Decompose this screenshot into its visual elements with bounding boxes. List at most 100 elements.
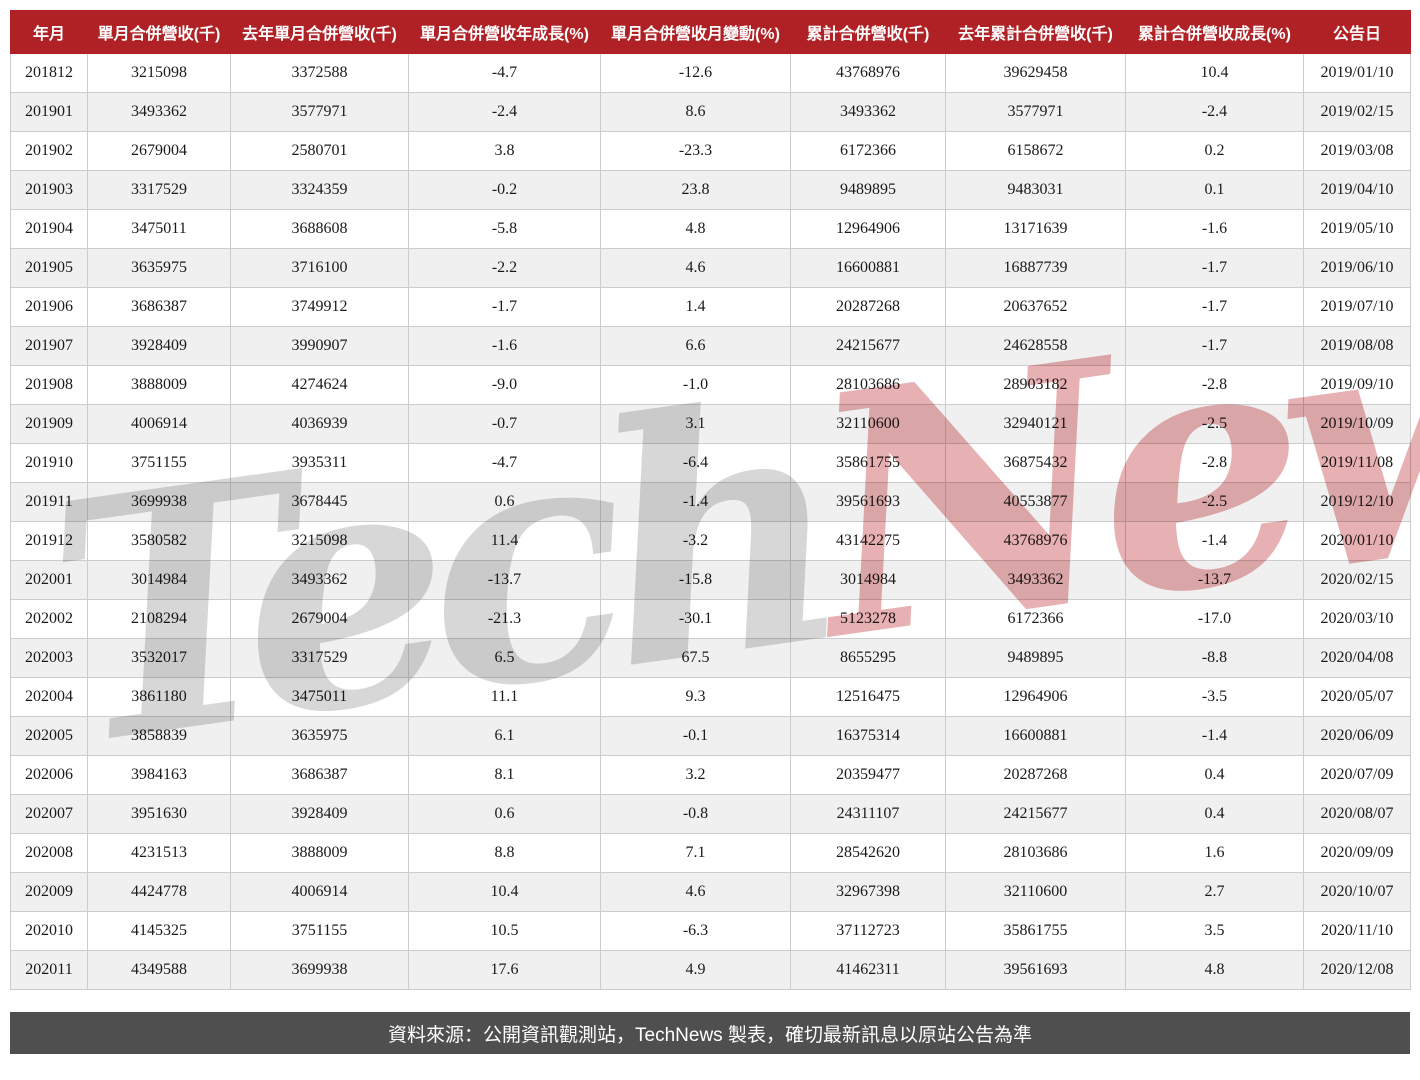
table-cell: 202001 — [10, 560, 88, 600]
table-cell: 201812 — [10, 53, 88, 93]
column-header-monthly-mom-change: 單月合併營收月變動(%) — [600, 10, 791, 54]
table-cell: 6.1 — [408, 716, 601, 756]
table-header-row: 年月 單月合併營收(千) 去年單月合併營收(千) 單月合併營收年成長(%) 單月… — [10, 10, 1411, 54]
table-cell: 3324359 — [230, 170, 409, 210]
table-cell: -2.8 — [1125, 443, 1304, 483]
table-cell: 2580701 — [230, 131, 409, 171]
table-cell: 4006914 — [87, 404, 231, 444]
table-cell: 4145325 — [87, 911, 231, 951]
table-cell: 4.8 — [600, 209, 791, 249]
table-cell: 67.5 — [600, 638, 791, 678]
table-cell: -2.5 — [1125, 404, 1304, 444]
table-cell: 4.9 — [600, 950, 791, 990]
table-cell: 2019/05/10 — [1303, 209, 1411, 249]
column-header-monthly-revenue: 單月合併營收(千) — [87, 10, 231, 54]
table-cell: -1.6 — [408, 326, 601, 366]
table-cell: 4006914 — [230, 872, 409, 912]
table-cell: 8.6 — [600, 92, 791, 132]
table-cell: 2020/05/07 — [1303, 677, 1411, 717]
table-cell: -4.7 — [408, 53, 601, 93]
table-row: 201911 3699938 3678445 0.6 -1.4 39561693 40553… — [10, 482, 1411, 522]
table-cell: 3635975 — [230, 716, 409, 756]
table-cell: -1.7 — [1125, 287, 1304, 327]
table-cell: 6.6 — [600, 326, 791, 366]
table-cell: 20287268 — [945, 755, 1126, 795]
table-cell: -6.4 — [600, 443, 791, 483]
table-row: 201909 4006914 4036939 -0.7 3.1 32110600 32940… — [10, 404, 1411, 444]
table-cell: 201908 — [10, 365, 88, 405]
table-body: 201812 3215098 3372588 -4.7 -12.6 43768976 396… — [10, 53, 1411, 990]
table-cell: -0.7 — [408, 404, 601, 444]
table-cell: 35861755 — [790, 443, 946, 483]
table-cell: 39561693 — [945, 950, 1126, 990]
table-cell: 8.8 — [408, 833, 601, 873]
table-cell: -2.2 — [408, 248, 601, 288]
table-cell: 5123278 — [790, 599, 946, 639]
table-row: 201908 3888009 4274624 -9.0 -1.0 28103686 2890… — [10, 365, 1411, 405]
table-cell: 3577971 — [945, 92, 1126, 132]
table-row: 202004 3861180 3475011 11.1 9.3 12516475 12964… — [10, 677, 1411, 717]
table-cell: 12964906 — [790, 209, 946, 249]
table-row: 202003 3532017 3317529 6.5 67.5 8655295 948989… — [10, 638, 1411, 678]
source-note-text: 資料來源：公開資訊觀測站，TechNews 製表，確切最新訊息以原站公告為準 — [388, 1024, 1032, 1046]
table-cell: 1.6 — [1125, 833, 1304, 873]
table-cell: 11.4 — [408, 521, 601, 561]
table-cell: 3751155 — [230, 911, 409, 951]
table-cell: 3861180 — [87, 677, 231, 717]
table-cell: 202002 — [10, 599, 88, 639]
table-cell: 9483031 — [945, 170, 1126, 210]
table-cell: 2020/06/09 — [1303, 716, 1411, 756]
table-row: 201903 3317529 3324359 -0.2 23.8 9489895 94830… — [10, 170, 1411, 210]
table-cell: -0.1 — [600, 716, 791, 756]
table-cell: -0.8 — [600, 794, 791, 834]
table-cell: -3.5 — [1125, 677, 1304, 717]
table-cell: 201904 — [10, 209, 88, 249]
table-cell: 4.6 — [600, 872, 791, 912]
table-cell: 3716100 — [230, 248, 409, 288]
table-cell: 4.8 — [1125, 950, 1304, 990]
table-cell: 3493362 — [790, 92, 946, 132]
table-cell: 202008 — [10, 833, 88, 873]
table-cell: -1.4 — [600, 482, 791, 522]
table-cell: 4274624 — [230, 365, 409, 405]
table-cell: 8655295 — [790, 638, 946, 678]
table-cell: 2019/04/10 — [1303, 170, 1411, 210]
table-cell: 7.1 — [600, 833, 791, 873]
table-cell: 4424778 — [87, 872, 231, 912]
table-cell: 2020/03/10 — [1303, 599, 1411, 639]
table-cell: 43768976 — [790, 53, 946, 93]
table-cell: 202007 — [10, 794, 88, 834]
table-row: 202005 3858839 3635975 6.1 -0.1 16375314 16600… — [10, 716, 1411, 756]
table-row: 202001 3014984 3493362 -13.7 -15.8 3014984 349… — [10, 560, 1411, 600]
table-cell: 2679004 — [230, 599, 409, 639]
table-cell: 3215098 — [87, 53, 231, 93]
table-cell: 0.1 — [1125, 170, 1304, 210]
table-cell: 0.2 — [1125, 131, 1304, 171]
table-cell: 201907 — [10, 326, 88, 366]
table-cell: 3686387 — [230, 755, 409, 795]
table-cell: 2108294 — [87, 599, 231, 639]
table-cell: 202004 — [10, 677, 88, 717]
table-cell: -1.6 — [1125, 209, 1304, 249]
table-cell: 3751155 — [87, 443, 231, 483]
table-cell: 2019/12/10 — [1303, 482, 1411, 522]
table-cell: 2.7 — [1125, 872, 1304, 912]
table-cell: 2679004 — [87, 131, 231, 171]
table-cell: 2019/01/10 — [1303, 53, 1411, 93]
table-cell: 4036939 — [230, 404, 409, 444]
table-cell: 3928409 — [87, 326, 231, 366]
table-cell: 3951630 — [87, 794, 231, 834]
table-cell: 2020/07/09 — [1303, 755, 1411, 795]
table-cell: 6158672 — [945, 131, 1126, 171]
table-cell: 3635975 — [87, 248, 231, 288]
table-cell: 3.8 — [408, 131, 601, 171]
source-footer: 資料來源：公開資訊觀測站，TechNews 製表，確切最新訊息以原站公告為準 — [10, 1012, 1410, 1054]
table-row: 202007 3951630 3928409 0.6 -0.8 24311107 24215… — [10, 794, 1411, 834]
table-cell: 39561693 — [790, 482, 946, 522]
table-cell: 4231513 — [87, 833, 231, 873]
table-cell: 43142275 — [790, 521, 946, 561]
table-row: 202002 2108294 2679004 -21.3 -30.1 5123278 617… — [10, 599, 1411, 639]
table-cell: 201906 — [10, 287, 88, 327]
table-cell: 20287268 — [790, 287, 946, 327]
table-cell: 3749912 — [230, 287, 409, 327]
